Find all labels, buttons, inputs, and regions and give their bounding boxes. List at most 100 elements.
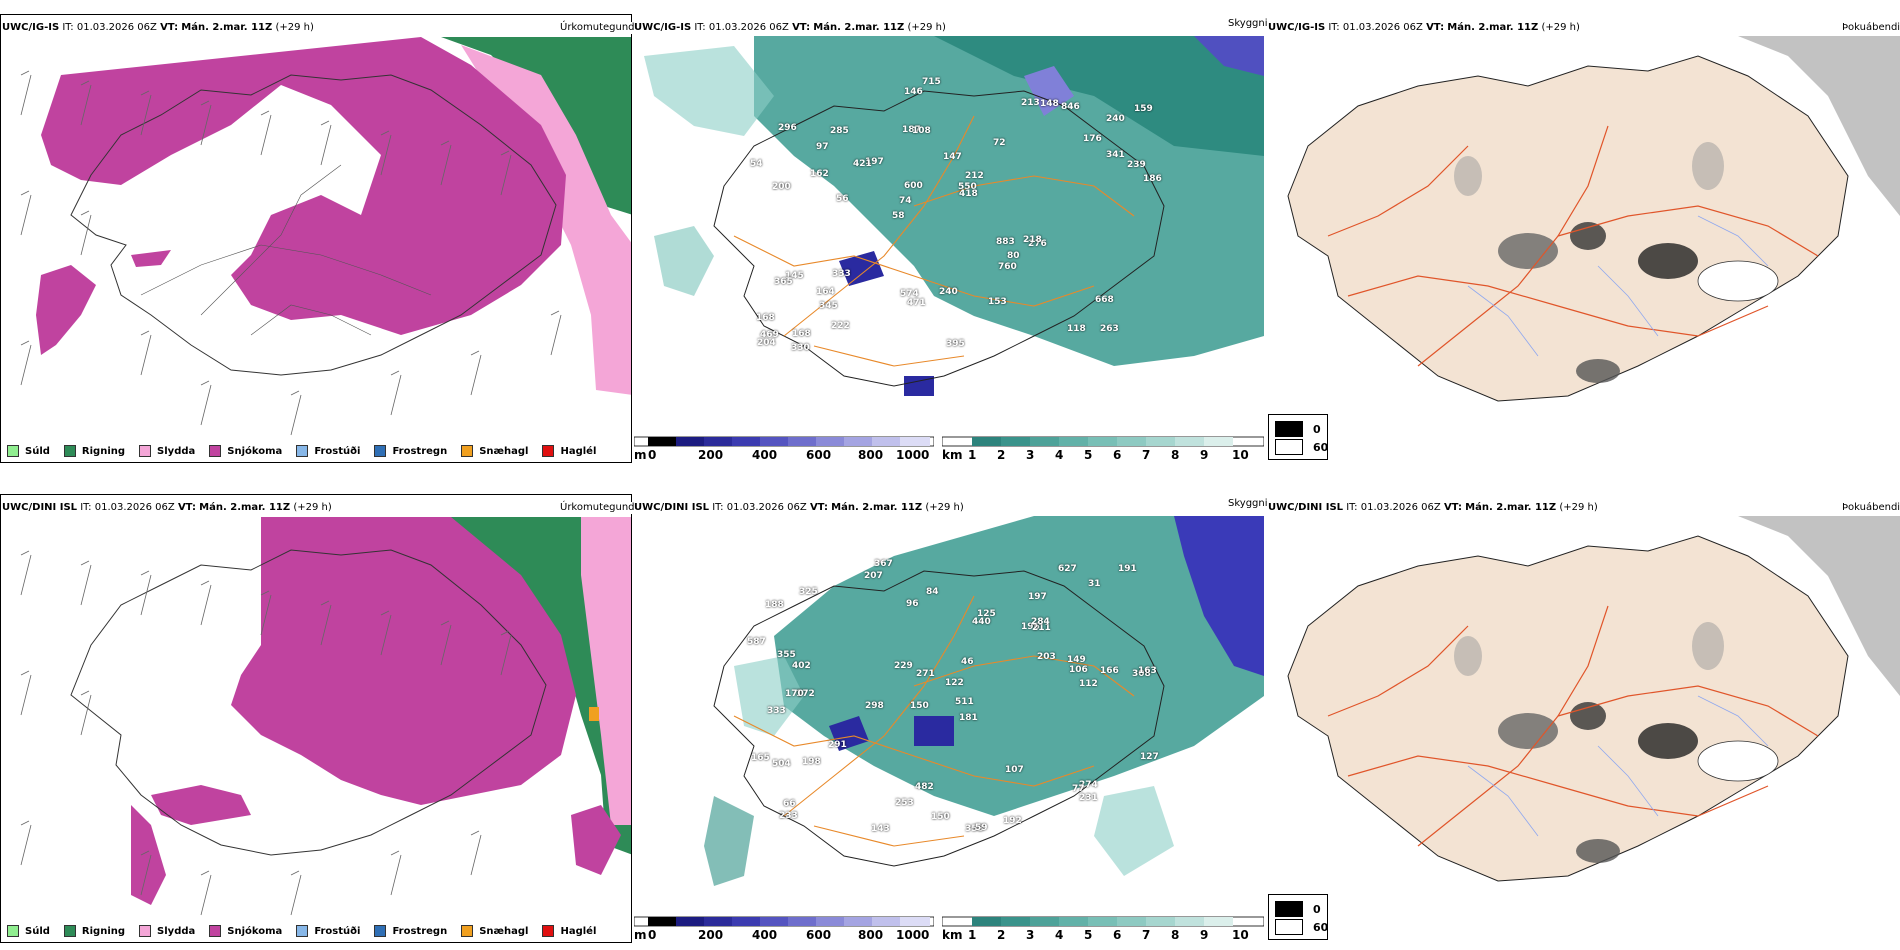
legend-item: Súld <box>7 445 50 457</box>
ceiling-label: 164 <box>816 287 835 297</box>
ceiling-label: 145 <box>785 271 804 281</box>
legend-item: Snjókoma <box>209 445 282 457</box>
ceiling-label: 418 <box>959 189 978 199</box>
ceiling-label: 80 <box>1007 251 1020 261</box>
fog-legend-2: 0 60 <box>1268 894 1328 940</box>
fog-legend-item: 60 <box>1275 919 1328 935</box>
height-tick: 200 <box>698 928 724 942</box>
visibility-tick: 2 <box>997 928 1006 942</box>
height-tick: 800 <box>858 928 884 942</box>
ceiling-label: 367 <box>874 559 893 569</box>
cloud-map-1: 263 200 240 58 72 168 187 147 145 197 168 345 108 212… <box>634 36 1264 436</box>
height-tick: 200 <box>698 448 724 462</box>
precip-header-2: UWC/DINI ISL IT: 01.03.2026 06Z VT: Mán.… <box>2 502 332 514</box>
ceiling-label: 222 <box>831 321 850 331</box>
ceiling-label: 159 <box>1134 104 1153 114</box>
legend-item: Frostregn <box>374 925 447 937</box>
ceiling-label: 197 <box>1028 592 1047 602</box>
height-colorbar-1: m 0 200 400 600 800 1000 <box>634 436 934 466</box>
ceiling-label: 31 <box>1088 579 1101 589</box>
ceiling-label: 284 <box>1031 617 1050 627</box>
ceiling-label: 58 <box>892 211 905 221</box>
ceiling-label: 188 <box>765 600 784 610</box>
ceiling-label: 231 <box>1079 793 1098 803</box>
visibility-tick: 8 <box>1171 928 1180 942</box>
ceiling-label: 341 <box>1106 150 1125 160</box>
ceiling-label: 150 <box>931 812 950 822</box>
visibility-tick: 3 <box>1026 448 1035 462</box>
fog-header-1: UWC/IG-IS IT: 01.03.2026 06Z VT: Mán. 2.… <box>1268 22 1580 33</box>
ceiling-label: 168 <box>756 313 775 323</box>
ceiling-label: 204 <box>757 338 776 348</box>
ceiling-label: 106 <box>1069 665 1088 675</box>
ceiling-label: 166 <box>1100 666 1119 676</box>
ceiling-label: 84 <box>926 587 939 597</box>
visibility-tick: 3 <box>1026 928 1035 942</box>
height-tick: 600 <box>806 448 832 462</box>
height-unit: m <box>634 448 647 462</box>
ceiling-label: 74 <box>899 196 912 206</box>
precip-title-1b: Úrkomutegund <box>560 22 635 34</box>
ceiling-label: 482 <box>915 782 934 792</box>
fog-legend-item: 0 <box>1275 901 1321 917</box>
ceiling-label: 330 <box>791 343 810 353</box>
visibility-tick: 7 <box>1142 928 1151 942</box>
ceiling-label: 112 <box>1079 679 1098 689</box>
ceiling-label: 402 <box>792 661 811 671</box>
ceiling-label: 56 <box>836 194 849 204</box>
legend-item: Frostregn <box>374 445 447 457</box>
ceiling-label: 211 <box>1032 623 1051 633</box>
height-tick: 400 <box>752 448 778 462</box>
ceiling-label: 72 <box>993 138 1006 148</box>
ceiling-label: 172 <box>796 689 815 699</box>
cloud-map-2: 367 197 308 150 181 172 188 196 333 440 122 233 207 2… <box>634 516 1264 916</box>
ceiling-label: 176 <box>1083 134 1102 144</box>
ceiling-label: 196 <box>1021 622 1040 632</box>
ceiling-label: 471 <box>907 298 926 308</box>
height-tick: 0 <box>648 448 657 462</box>
precip-header-1b: UWC/IG-IS IT: 01.03.2026 06Z VT: Mán. 2.… <box>2 22 314 34</box>
ceiling-label: 122 <box>945 678 964 688</box>
visibility-unit: km <box>942 928 963 942</box>
visibility-tick: 4 <box>1055 928 1064 942</box>
ceiling-label: 291 <box>828 740 847 750</box>
height-unit: m <box>634 928 647 942</box>
ceiling-label: 149 <box>1067 655 1086 665</box>
height-tick: 800 <box>858 448 884 462</box>
fog-map-1 <box>1268 36 1900 436</box>
ceiling-label: 198 <box>802 757 821 767</box>
legend-item: Frostúði <box>296 925 360 937</box>
ceiling-label: 108 <box>912 126 931 136</box>
precip-title-2: Úrkomutegund <box>560 502 635 514</box>
fog-legend-1: 0 60 <box>1268 414 1328 460</box>
ceiling-label: 148 <box>1040 99 1059 109</box>
ceiling-label: 207 <box>864 571 883 581</box>
ceiling-label: 150 <box>910 701 929 711</box>
ceiling-label: 213 <box>1021 98 1040 108</box>
visibility-tick: 6 <box>1113 448 1122 462</box>
ceiling-label: 325 <box>799 587 818 597</box>
visibility-tick: 5 <box>1084 928 1093 942</box>
ceiling-label: 218 <box>1023 235 1042 245</box>
fog-title-1: Þokuábendi <box>1842 22 1900 33</box>
ceiling-label: 163 <box>1138 666 1157 676</box>
ceiling-label: 550 <box>958 182 977 192</box>
ceiling-label: 197 <box>865 157 884 167</box>
visibility-tick: 4 <box>1055 448 1064 462</box>
ceiling-label: 54 <box>750 159 763 169</box>
visibility-tick: 1 <box>968 448 977 462</box>
visibility-unit: km <box>942 448 963 462</box>
ceiling-label: 440 <box>972 617 991 627</box>
ceiling-label: 162 <box>810 169 829 179</box>
legend-item: Frostúði <box>296 445 360 457</box>
ceiling-label: 239 <box>1127 160 1146 170</box>
fog-legend-item: 60 <box>1275 439 1328 455</box>
ceiling-label: 181 <box>959 713 978 723</box>
ceiling-label: 504 <box>772 759 791 769</box>
ceiling-label: 212 <box>965 171 984 181</box>
visibility-tick: 7 <box>1142 448 1151 462</box>
ceiling-label: 333 <box>832 269 851 279</box>
ceiling-label: 118 <box>1067 324 1086 334</box>
visibility-tick: 10 <box>1232 928 1249 942</box>
legend-item: Haglél <box>542 445 596 457</box>
